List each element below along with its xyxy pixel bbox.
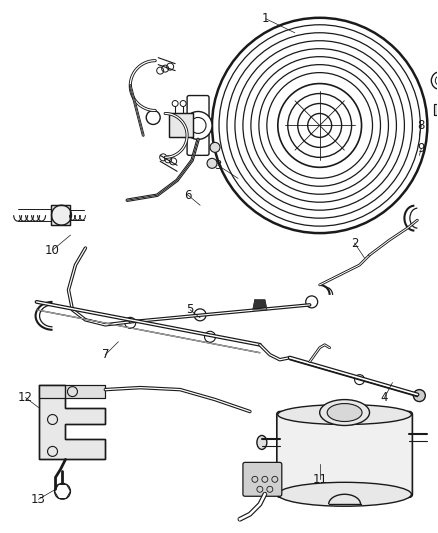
Ellipse shape [320,400,370,425]
Text: 1: 1 [262,12,270,25]
Polygon shape [39,385,106,459]
Text: 6: 6 [184,189,192,201]
Polygon shape [39,385,106,398]
Text: 2: 2 [351,237,358,249]
Text: 10: 10 [45,244,60,256]
Ellipse shape [327,403,362,422]
Text: 13: 13 [31,493,46,506]
FancyBboxPatch shape [277,411,413,497]
FancyBboxPatch shape [187,95,209,155]
Ellipse shape [257,435,267,449]
Circle shape [413,390,425,401]
Text: 7: 7 [102,348,109,361]
Text: 5: 5 [187,303,194,317]
Ellipse shape [278,405,411,424]
Polygon shape [169,114,193,138]
FancyBboxPatch shape [243,462,282,496]
Polygon shape [50,205,71,225]
Text: 9: 9 [417,142,425,155]
Text: 3: 3 [214,159,222,172]
Circle shape [207,158,217,168]
Text: 12: 12 [18,391,33,404]
Text: 4: 4 [381,391,388,404]
Ellipse shape [278,482,411,506]
Circle shape [210,142,220,152]
Polygon shape [253,300,267,310]
Text: 11: 11 [312,473,327,486]
Polygon shape [434,103,438,116]
Circle shape [184,111,212,140]
Text: 8: 8 [418,119,425,132]
